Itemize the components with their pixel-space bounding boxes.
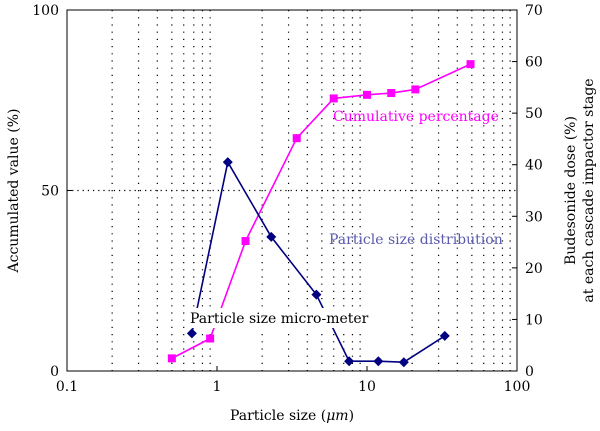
data-point-square (329, 94, 338, 103)
x-axis-label-unit: μm (326, 408, 348, 424)
y2-axis-label-line2: at each cascade impactor stage (581, 78, 597, 302)
data-point-diamond (222, 157, 233, 168)
y-tick-label: 50 (41, 184, 59, 200)
data-point-square (206, 334, 215, 343)
data-point-diamond (398, 357, 409, 368)
x-tick-label: 1 (213, 379, 222, 395)
y2-tick-label: 10 (525, 312, 543, 328)
data-point-diamond (266, 231, 277, 242)
x-tick-label: 100 (504, 379, 531, 395)
data-point-square (363, 90, 371, 99)
data-point-diamond (186, 328, 197, 339)
x-tick-label: 0.1 (56, 379, 78, 395)
y2-tick-label: 60 (525, 55, 543, 71)
grid-lines (67, 10, 517, 371)
data-point-diamond (439, 330, 450, 341)
y-axis-label: Accumulated value (%) (6, 109, 22, 274)
data-point-square (292, 134, 301, 143)
y2-tick-label: 70 (525, 3, 543, 19)
data-point-square (466, 60, 475, 69)
annotation-micro-meter-group: Particle size micro-meter (186, 308, 378, 328)
x-axis-label: Particle size (μm) (230, 408, 354, 424)
annotation-particle-size-distribution: Particle size distribution (329, 232, 503, 248)
data-point-square (411, 85, 420, 94)
y2-tick-label: 0 (525, 364, 534, 380)
x-axis-label-prefix: Particle size ( (230, 408, 326, 424)
annotation-background (186, 308, 378, 328)
y-tick-label: 100 (32, 3, 59, 19)
y2-tick-label: 50 (525, 106, 543, 122)
data-point-square (387, 89, 396, 98)
data-point-diamond (373, 356, 384, 367)
y2-tick-label: 40 (525, 158, 543, 174)
y-tick-label: 0 (50, 364, 59, 380)
series-line-distribution (191, 159, 446, 364)
x-tick-label: 10 (358, 379, 376, 395)
y2-axis-label-line1: Budesonide dose (%) (563, 116, 579, 265)
data-point-square (167, 354, 176, 363)
data-point-diamond (344, 356, 355, 367)
y2-tick-label: 20 (525, 261, 543, 277)
annotation-cumulative-percentage: Cumulative percentage (333, 109, 499, 125)
annotation-particle-size-micro-meter: Particle size micro-meter (190, 311, 369, 327)
data-series (167, 60, 475, 368)
data-point-diamond (311, 289, 322, 300)
data-point-square (241, 237, 250, 246)
x-axis-label-suffix: ) (349, 408, 354, 424)
y2-tick-label: 30 (525, 209, 543, 225)
